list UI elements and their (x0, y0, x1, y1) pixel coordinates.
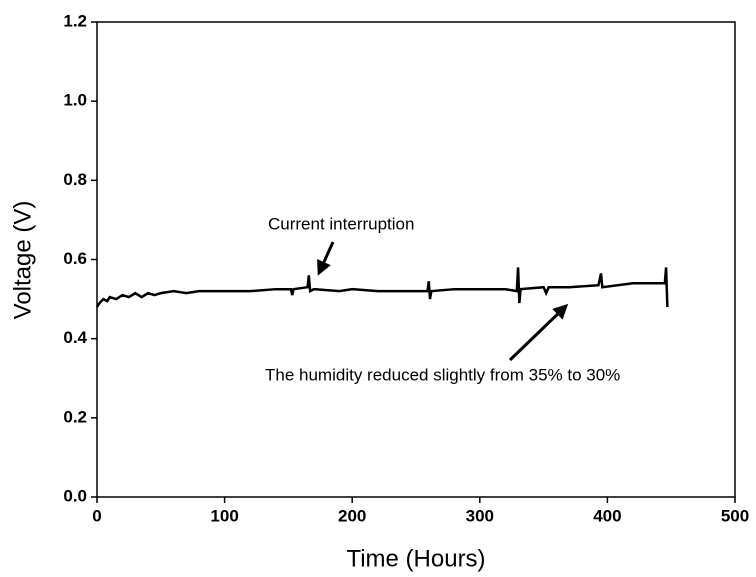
y-tick-label: 1.2 (63, 11, 87, 30)
annotation-arrow (317, 241, 335, 276)
x-tick-label: 500 (721, 506, 749, 525)
y-tick-label: 0.6 (63, 249, 87, 268)
x-tick-label: 200 (338, 506, 366, 525)
y-tick-label: 0.2 (63, 407, 87, 426)
x-tick-label: 100 (210, 506, 238, 525)
y-axis-title: Voltage (V) (9, 201, 36, 320)
data-line (95, 267, 669, 308)
plot-frame (96, 21, 736, 498)
y-tick-label: 0.4 (63, 328, 87, 347)
annotation: Current interruption (268, 214, 414, 233)
x-tick-label: 300 (466, 506, 494, 525)
annotation-arrow (508, 303, 569, 362)
x-axis-title: Time (Hours) (346, 545, 485, 572)
y-tick-label: 0.0 (63, 486, 87, 505)
x-tick-label: 0 (92, 506, 101, 525)
y-tick-label: 1.0 (63, 91, 87, 110)
y-tick-label: 0.8 (63, 170, 87, 189)
annotation: The humidity reduced slightly from 35% t… (265, 365, 620, 384)
x-tick-label: 400 (593, 506, 621, 525)
